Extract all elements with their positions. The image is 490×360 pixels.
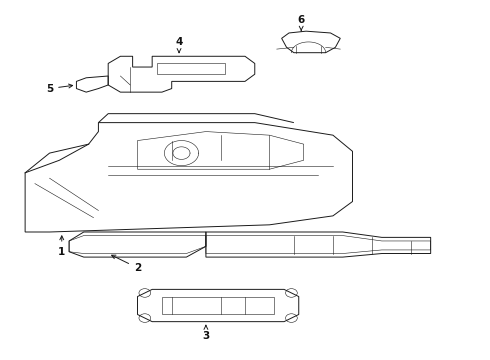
Text: 3: 3 [202,325,210,341]
Text: 5: 5 [46,84,73,94]
Text: 6: 6 [297,15,305,31]
Text: 2: 2 [112,255,141,273]
Text: 1: 1 [58,236,65,257]
Text: 4: 4 [175,37,183,53]
